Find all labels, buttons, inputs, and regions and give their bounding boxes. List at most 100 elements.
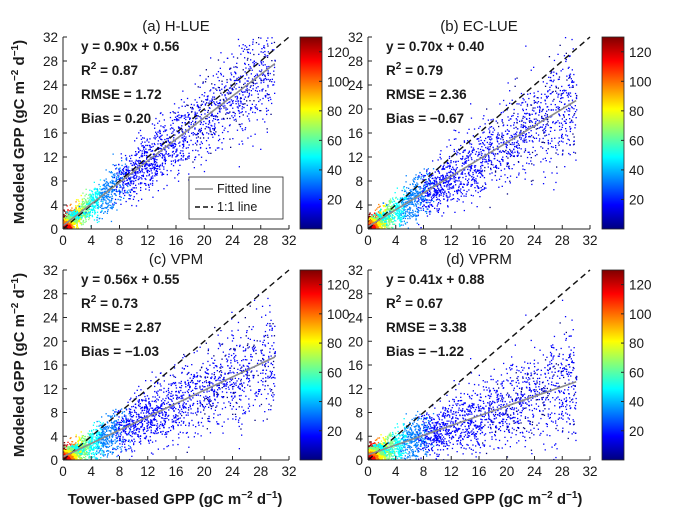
scatter-point	[419, 188, 421, 190]
scatter-point	[182, 159, 184, 161]
scatter-point	[441, 187, 443, 190]
scatter-point	[456, 192, 459, 195]
scatter-point	[141, 156, 143, 158]
scatter-point	[236, 106, 238, 108]
scatter-point	[146, 158, 148, 160]
scatter-point	[570, 95, 572, 97]
scatter-point	[69, 221, 71, 223]
scatter-point	[238, 112, 241, 114]
scatter-point	[492, 131, 494, 133]
scatter-point	[94, 192, 96, 194]
r-squared-exponent: 2	[91, 61, 97, 72]
scatter-point	[63, 217, 66, 220]
scatter-point	[518, 103, 520, 105]
scatter-point	[173, 129, 175, 131]
scatter-point	[164, 125, 166, 127]
scatter-point	[165, 150, 167, 152]
scatter-point	[454, 169, 457, 172]
scatter-point	[199, 137, 202, 139]
y-axis-title-bottom: Modeled GPP (gC m−2 d−1)	[10, 273, 28, 457]
scatter-point	[444, 191, 446, 194]
scatter-point	[215, 104, 217, 106]
scatter-point	[461, 193, 464, 195]
scatter-point	[230, 104, 232, 107]
scatter-point	[184, 115, 186, 117]
scatter-point	[133, 177, 135, 180]
scatter-point	[505, 144, 508, 146]
scatter-point	[438, 208, 440, 210]
scatter-point	[185, 129, 187, 131]
scatter-point	[75, 201, 77, 203]
scatter-point	[214, 118, 217, 120]
scatter-point	[484, 156, 486, 158]
scatter-point	[120, 177, 123, 180]
scatter-point	[438, 190, 440, 192]
scatter-point	[483, 158, 485, 160]
scatter-point	[267, 78, 269, 81]
scatter-point	[104, 190, 106, 193]
scatter-point	[426, 202, 428, 204]
scatter-point	[543, 132, 545, 134]
scatter-point	[414, 189, 416, 191]
scatter-point	[203, 120, 205, 123]
scatter-point	[462, 162, 464, 164]
scatter-point	[495, 164, 497, 167]
scatter-point	[193, 167, 195, 169]
scatter-point	[96, 192, 98, 194]
scatter-point	[257, 93, 259, 95]
scatter-point	[223, 138, 225, 140]
scatter-point	[254, 106, 256, 108]
scatter-point	[101, 188, 103, 190]
scatter-point	[167, 139, 169, 141]
scatter-point	[74, 222, 76, 225]
scatter-point	[269, 14, 270, 15]
scatter-point	[212, 132, 215, 134]
scatter-point	[528, 113, 530, 115]
scatter-point	[522, 101, 524, 104]
scatter-point	[153, 137, 155, 139]
scatter-point	[106, 207, 108, 209]
scatter-point	[482, 164, 484, 167]
scatter-point	[517, 113, 519, 115]
scatter-point	[264, 75, 266, 77]
scatter-point	[76, 227, 78, 229]
scatter-point	[165, 141, 168, 143]
scatter-point	[260, 148, 262, 150]
scatter-point	[446, 161, 449, 163]
scatter-point	[216, 89, 218, 91]
scatter-point	[140, 138, 143, 140]
scatter-point	[134, 154, 136, 156]
scatter-point	[138, 178, 140, 180]
scatter-point	[236, 83, 238, 85]
scatter-point	[221, 104, 223, 106]
scatter-point	[540, 97, 542, 99]
scatter-point	[127, 185, 129, 188]
scatter-point	[568, 107, 570, 109]
scatter-point	[77, 209, 79, 211]
scatter-point	[89, 200, 92, 202]
scatter-point	[404, 213, 407, 215]
scatter-point	[99, 217, 101, 219]
scatter-point	[244, 45, 246, 47]
scatter-point	[113, 189, 115, 191]
scatter-point	[473, 149, 475, 151]
y-axis-title-suffix: )	[11, 40, 28, 45]
scatter-point	[105, 195, 108, 197]
scatter-point	[242, 75, 244, 77]
scatter-point	[488, 159, 490, 161]
scatter-point	[274, 92, 276, 94]
scatter-point	[561, 118, 563, 120]
scatter-point	[176, 150, 178, 152]
scatter-point	[573, 73, 575, 76]
y-tick-label: 4	[50, 198, 58, 213]
scatter-point	[485, 187, 487, 189]
scatter-point	[384, 226, 386, 228]
scatter-point	[200, 156, 203, 158]
scatter-point	[424, 195, 427, 197]
scatter-point	[93, 199, 95, 201]
scatter-point	[259, 110, 261, 112]
scatter-point	[412, 203, 415, 206]
scatter-point	[136, 193, 138, 195]
scatter-point	[395, 213, 397, 216]
